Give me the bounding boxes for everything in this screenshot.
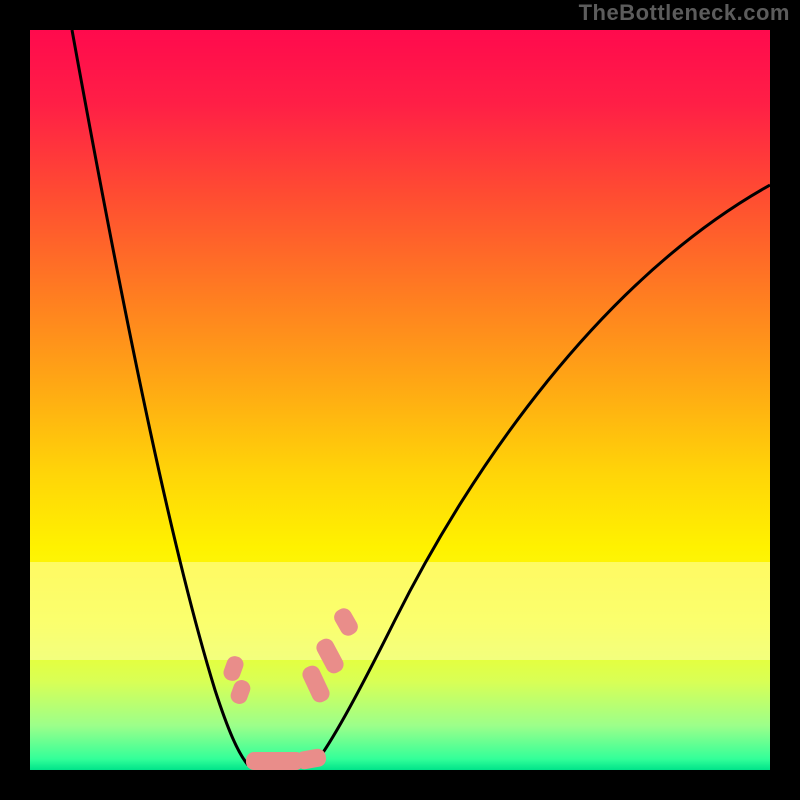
marker	[246, 752, 304, 770]
plot-area	[30, 30, 770, 770]
chart-container: { "meta": { "watermark_text": "TheBottle…	[0, 0, 800, 800]
watermark-text: TheBottleneck.com	[579, 0, 790, 26]
bottleneck-chart	[0, 0, 800, 800]
